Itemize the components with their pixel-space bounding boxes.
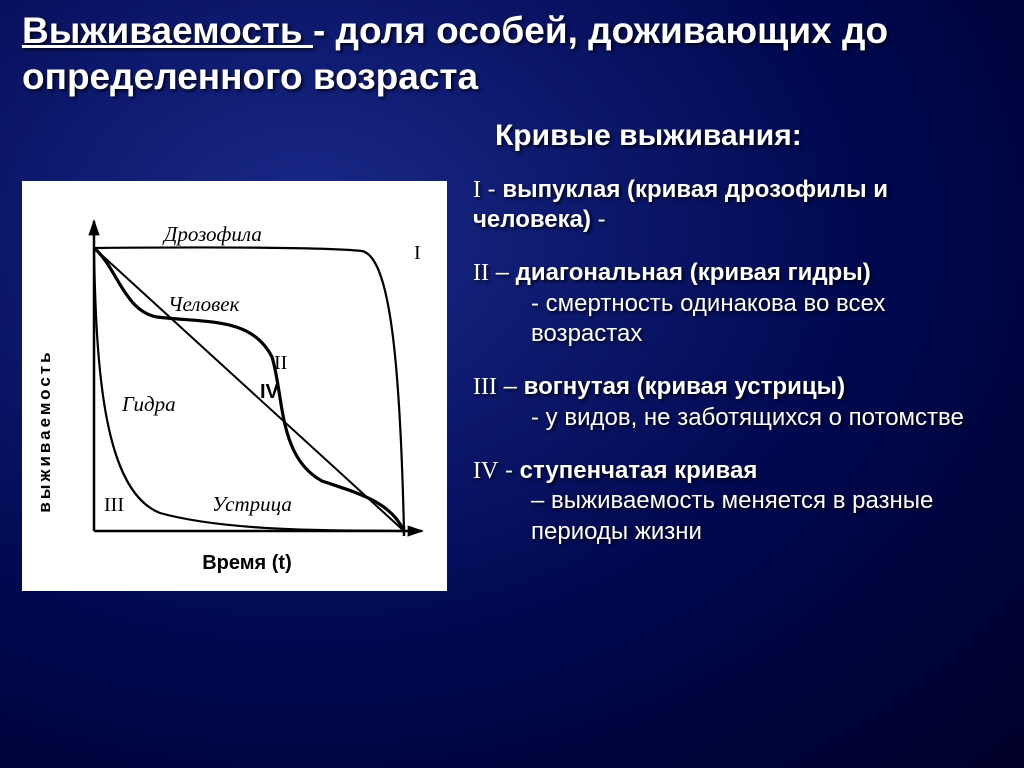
item-bold: вогнутая (кривая устрицы) xyxy=(524,373,845,400)
item-dash: - xyxy=(505,457,520,484)
item-numeral: III xyxy=(473,374,497,400)
curve-roman-I: I xyxy=(414,242,421,264)
list-item: III – вогнутая (кривая устрицы) - у видо… xyxy=(473,372,1002,433)
item-tail-wrap: - смертность одинакова во всех возрастах xyxy=(473,289,1002,350)
list-item: II – диагональная (кривая гидры) - смерт… xyxy=(473,258,1002,350)
chart-frame: I Дрозофила Человек II Гидра III Устрица Время … xyxy=(22,181,447,591)
item-tail-wrap: – выживаемость меняется в разные периоды… xyxy=(473,486,1002,547)
content-row: IДрозофилаЧеловекIIГидраIIIУстрицаВремя … xyxy=(22,119,1002,591)
item-dash: - xyxy=(488,176,503,203)
item-dash: – xyxy=(504,373,524,400)
item-bold: диагональная (кривая гидры) xyxy=(516,259,871,286)
item-bold: выпуклая (кривая дрозофилы и человека) xyxy=(473,176,888,234)
curve-roman-III: III xyxy=(104,494,124,516)
curve-name-I: Дрозофила xyxy=(162,222,262,246)
subheader: Кривые выживания: xyxy=(473,119,1002,153)
chart-container: I Дрозофила Человек II Гидра III Устрица Время … xyxy=(22,181,447,591)
item-dash: – xyxy=(496,259,516,286)
curve-name-III: Устрица xyxy=(212,492,292,516)
item-numeral: II xyxy=(473,260,489,286)
item-tail: - xyxy=(591,206,606,233)
list-item: I - выпуклая (кривая дрозофилы и человек… xyxy=(473,175,1002,236)
list-item: IV - ступенчатая кривая – выживаемость м… xyxy=(473,456,1002,548)
curve-name-II: Гидра xyxy=(121,392,176,416)
y-axis-label: выживаемость xyxy=(35,349,54,512)
item-numeral: IV xyxy=(473,458,498,484)
curve-roman-II: II xyxy=(274,352,287,374)
item-numeral: I xyxy=(473,177,481,203)
item-bold: ступенчатая кривая xyxy=(520,457,758,484)
curve-name-IV: Человек xyxy=(168,292,240,316)
right-column: Кривые выживания: I - выпуклая (кривая д… xyxy=(473,119,1002,570)
item-tail-wrap: - у видов, не заботящихся о потомстве xyxy=(473,403,1002,434)
title-underlined: Выживаемость xyxy=(22,10,313,51)
survivorship-chart: I Дрозофила Человек II Гидра III Устрица Время … xyxy=(22,181,447,591)
curve-label-iv-overlay: IV xyxy=(260,381,279,404)
slide-title: Выживаемость - доля особей, доживающих д… xyxy=(22,8,1002,101)
x-axis-label: Время (t) xyxy=(202,552,292,574)
